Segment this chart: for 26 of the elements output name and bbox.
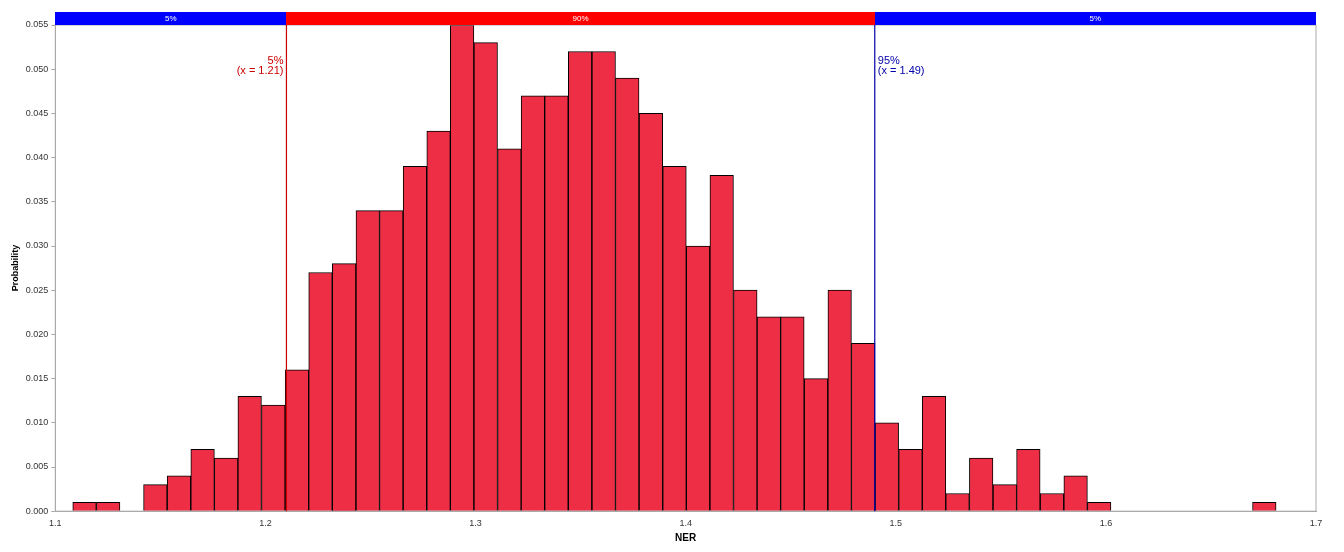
y-tick-label: 0.020 bbox=[25, 328, 49, 339]
y-tick-label: 0.010 bbox=[25, 417, 49, 428]
y-axis-title: Probability bbox=[9, 244, 20, 292]
percent-strip: 90% bbox=[286, 12, 875, 25]
y-tick-label: 0.000 bbox=[25, 505, 49, 516]
y-tick-label: 0.045 bbox=[25, 107, 49, 118]
ref-line-label: 5% (x = 1.21) bbox=[236, 53, 284, 76]
x-tick-label: 1.4 bbox=[679, 518, 692, 529]
x-axis-title: NER bbox=[675, 531, 697, 543]
y-tick-label: 0.050 bbox=[25, 63, 49, 74]
percent-strip: 5% bbox=[55, 12, 287, 25]
y-tick-label: 0.035 bbox=[25, 196, 49, 207]
y-tick-label: 0.040 bbox=[25, 152, 49, 163]
x-tick-label: 1.3 bbox=[469, 518, 482, 529]
percent-strip: 5% bbox=[874, 12, 1316, 25]
y-tick-label: 0.005 bbox=[25, 461, 49, 472]
ref-line-label: 95% (x = 1.49) bbox=[877, 53, 925, 76]
x-tick-label: 1.5 bbox=[889, 518, 903, 529]
x-tick-label: 1.1 bbox=[49, 518, 62, 529]
x-tick-label: 1.7 bbox=[1309, 518, 1323, 529]
y-tick-label: 0.055 bbox=[25, 19, 49, 30]
y-tick-label: 0.025 bbox=[25, 284, 49, 295]
y-tick-label: 0.030 bbox=[25, 240, 49, 251]
x-tick-label: 1.6 bbox=[1099, 518, 1113, 529]
y-tick-label: 0.015 bbox=[25, 373, 49, 384]
x-tick-label: 1.2 bbox=[259, 518, 272, 529]
